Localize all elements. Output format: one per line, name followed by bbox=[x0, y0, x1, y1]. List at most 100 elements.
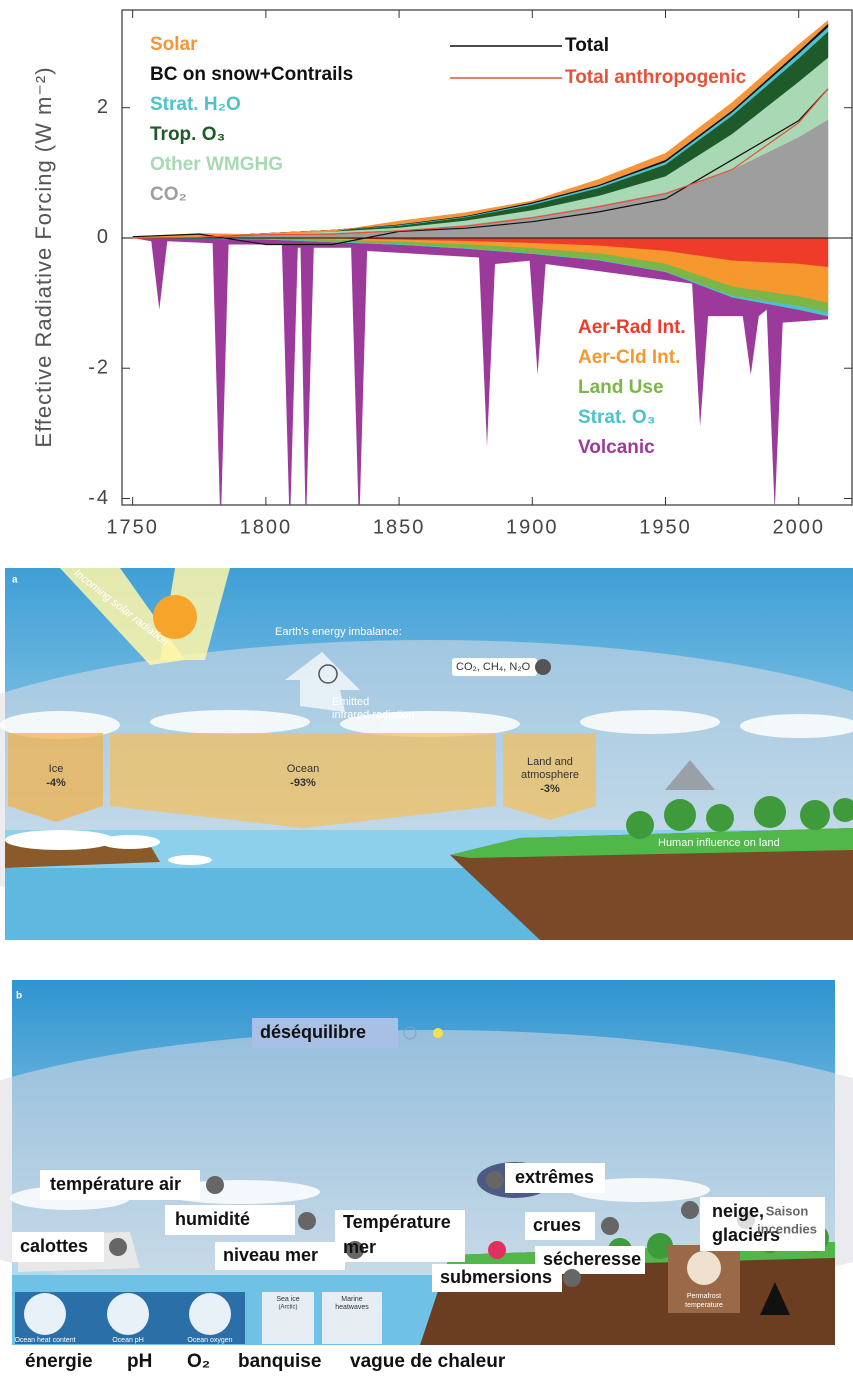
submersion: submersions bbox=[440, 1267, 552, 1287]
legend-label: Total bbox=[565, 35, 609, 56]
mountain bbox=[665, 760, 715, 790]
heatwave-label: Marine bbox=[341, 1296, 363, 1303]
label-boxes bbox=[12, 1163, 825, 1292]
legend-label: Aer-Rad Int. bbox=[578, 317, 686, 338]
sea-ice-label: (Arctic) bbox=[279, 1305, 298, 1311]
floods: crues bbox=[533, 1215, 581, 1235]
x-tick-label: 1800 bbox=[240, 516, 293, 538]
y-tick-label: -2 bbox=[88, 357, 110, 379]
sea-level: niveau mer bbox=[223, 1245, 318, 1265]
panel-label: a bbox=[12, 575, 18, 586]
land-box bbox=[503, 733, 596, 820]
x-tick-label: 2000 bbox=[772, 516, 825, 538]
y-tick-label: 2 bbox=[97, 96, 110, 118]
ice-label: Ice bbox=[49, 763, 64, 775]
stacked-area bbox=[132, 237, 829, 317]
ice-sheets bbox=[5, 830, 212, 865]
x-tick-label: 1950 bbox=[639, 516, 692, 538]
legend-label: Strat. H₂O bbox=[150, 94, 241, 115]
ocean-icon-label: Ocean pH bbox=[112, 1337, 144, 1344]
clouds bbox=[0, 710, 853, 739]
x-tick-label: 1850 bbox=[373, 516, 426, 538]
ocean-label: Ocean bbox=[287, 763, 319, 775]
y-tick-label: 0 bbox=[97, 226, 110, 248]
ocean-heat-icon bbox=[24, 1293, 66, 1335]
legend-label: Volcanic bbox=[578, 437, 655, 458]
land-share: -3% bbox=[540, 783, 560, 795]
solar-beam bbox=[60, 568, 185, 665]
caption: vague de chaleur bbox=[350, 1351, 506, 1372]
up-icon bbox=[535, 659, 551, 675]
sun bbox=[153, 595, 197, 639]
line bbox=[132, 88, 829, 246]
ocean-icon-label: Ocean oxygen bbox=[187, 1337, 232, 1344]
extremes: extrêmes bbox=[515, 1167, 594, 1187]
drought: sécheresse bbox=[543, 1249, 641, 1269]
legend-label: Other WMGHG bbox=[150, 154, 283, 175]
emitted-label: infrared radiation bbox=[332, 709, 415, 721]
caption: pH bbox=[127, 1351, 152, 1372]
ocean-oxygen-icon bbox=[189, 1293, 231, 1335]
imbalance-label: déséquilibre bbox=[260, 1022, 366, 1042]
y-axis-label: Effective Radiative Forcing (W m⁻²) bbox=[31, 66, 56, 447]
permafrost-label: Permafrost bbox=[687, 1293, 721, 1300]
heatwave-label: heatwaves bbox=[335, 1304, 369, 1311]
sun-icon bbox=[433, 1028, 443, 1038]
snow-glaciers: glaciers bbox=[712, 1225, 780, 1245]
fire-icon bbox=[760, 1282, 790, 1315]
land-label: Land and bbox=[527, 756, 573, 768]
heatwave-panel bbox=[322, 1292, 382, 1344]
permafrost-label: temperature bbox=[685, 1302, 723, 1309]
caption: banquise bbox=[238, 1351, 321, 1372]
line bbox=[132, 88, 829, 239]
sea-ice-panel bbox=[262, 1292, 314, 1344]
imbalance-box bbox=[252, 1018, 398, 1048]
ice-share: -4% bbox=[46, 777, 66, 789]
fire-season: incendies bbox=[757, 1221, 817, 1236]
emitted-label: Emitted bbox=[332, 696, 369, 708]
legend-label: Trop. O₃ bbox=[150, 124, 225, 145]
humidity: humidité bbox=[175, 1209, 250, 1229]
panel-label: b bbox=[16, 991, 22, 1002]
x-tick-label: 1750 bbox=[106, 516, 159, 538]
sea-ice-label: Sea ice bbox=[276, 1296, 299, 1303]
legend-label: Solar bbox=[150, 34, 198, 55]
ice-box bbox=[8, 733, 103, 822]
plot-area bbox=[122, 19, 852, 505]
legend-label: Strat. O₃ bbox=[578, 407, 655, 428]
ocean-box bbox=[110, 733, 496, 828]
ice-caps: calottes bbox=[20, 1236, 88, 1256]
thermometer-icon bbox=[687, 1251, 721, 1285]
human-label: Human influence on land bbox=[658, 837, 780, 849]
legend-label: Land Use bbox=[578, 377, 664, 398]
legend-label: CO₂ bbox=[150, 184, 187, 205]
legend-label: BC on snow+Contrails bbox=[150, 64, 353, 85]
sea-temperature: mer bbox=[343, 1237, 376, 1257]
ocean-ph-icon bbox=[107, 1293, 149, 1335]
legend-label: Aer-Cld Int. bbox=[578, 347, 680, 368]
imbalance-label: Earth's energy imbalance: bbox=[275, 626, 402, 638]
air-temperature: température air bbox=[50, 1174, 181, 1194]
snow-glaciers: neige, bbox=[712, 1201, 764, 1221]
ocean-share: -93% bbox=[290, 777, 316, 789]
legend-label: Total anthropogenic bbox=[565, 67, 747, 88]
sea-temperature: Température bbox=[343, 1212, 451, 1232]
x-tick-label: 1900 bbox=[506, 516, 559, 538]
grass bbox=[450, 828, 853, 858]
caption: O₂ bbox=[187, 1351, 210, 1372]
gas-box bbox=[452, 658, 537, 676]
fire-season: Saison bbox=[766, 1203, 809, 1218]
atmosphere-dome bbox=[0, 1030, 853, 1310]
trend-icons bbox=[109, 1171, 755, 1287]
y-tick-label: -4 bbox=[88, 487, 110, 509]
panel-a: a Incoming solar radiation Earth's energ… bbox=[0, 567, 853, 940]
gas-label: CO₂, CH₄, N₂O bbox=[456, 661, 531, 673]
infrared-icon bbox=[403, 1026, 417, 1040]
trees bbox=[626, 796, 853, 839]
infrared-icon bbox=[318, 664, 338, 684]
land-label: atmosphere bbox=[521, 769, 579, 781]
ocean-icon-label: Ocean heat content bbox=[14, 1337, 75, 1344]
area bbox=[132, 237, 829, 505]
stacked-area bbox=[132, 19, 829, 239]
